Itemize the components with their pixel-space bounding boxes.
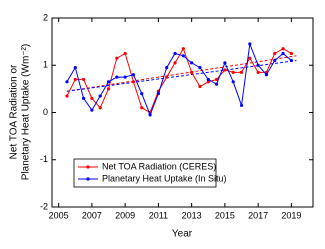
- legend-label: Net TOA Radiation (CERES): [102, 161, 216, 171]
- data-point: [190, 70, 194, 74]
- data-point: [131, 80, 136, 84]
- data-point: [231, 80, 235, 84]
- data-point: [214, 82, 219, 86]
- data-point: [140, 92, 144, 96]
- data-point: [81, 77, 86, 82]
- data-point: [264, 73, 269, 77]
- data-point: [140, 106, 144, 110]
- data-point: [156, 92, 160, 96]
- data-point: [181, 47, 185, 51]
- data-point: [198, 66, 202, 70]
- data-point: [181, 54, 185, 58]
- x-tick-label: 2019: [281, 210, 301, 220]
- data-point: [289, 58, 293, 63]
- data-point: [256, 70, 260, 74]
- data-point: [214, 77, 219, 82]
- x-tick-label: 2011: [149, 210, 168, 220]
- x-axis-label: Year: [172, 229, 193, 240]
- legend-marker: [86, 165, 90, 169]
- y-tick-label: -2: [40, 201, 48, 211]
- data-point: [173, 51, 177, 56]
- x-tick-label: 2009: [115, 210, 135, 220]
- data-point: [90, 108, 94, 112]
- legend-marker: [86, 177, 90, 181]
- data-point: [98, 94, 102, 98]
- data-point: [198, 84, 202, 89]
- y-tick-label: -1: [40, 154, 48, 164]
- data-point: [81, 96, 86, 100]
- data-point: [173, 61, 177, 65]
- data-point: [223, 61, 227, 65]
- data-point: [165, 66, 169, 70]
- data-point: [239, 103, 244, 108]
- data-point: [248, 42, 252, 46]
- data-point: [73, 66, 77, 70]
- y-tick-label: 1: [43, 60, 48, 70]
- data-point: [115, 56, 119, 60]
- data-point: [106, 80, 111, 84]
- x-tick-label: 2005: [49, 210, 69, 220]
- series-line: [66, 42, 292, 117]
- data-point: [248, 56, 252, 60]
- data-point: [239, 70, 244, 74]
- data-point: [281, 51, 285, 56]
- data-point: [90, 96, 94, 100]
- data-point: [223, 68, 227, 72]
- data-point: [65, 80, 69, 84]
- x-tick-label: 2017: [248, 210, 268, 220]
- data-point: [289, 51, 293, 56]
- data-point: [165, 75, 169, 79]
- x-tick-label: 2015: [215, 210, 235, 220]
- y-axis-label: Net TOA Radiation or: [9, 64, 20, 159]
- legend-label: Planetary Heat Uptake (In Situ): [102, 173, 227, 183]
- data-point: [206, 77, 210, 82]
- data-point: [123, 51, 127, 56]
- data-point: [273, 58, 277, 63]
- data-point: [73, 77, 77, 82]
- trend-line: [66, 55, 297, 92]
- y-tick-label: 2: [43, 12, 48, 22]
- data-point: [256, 63, 260, 67]
- trend-line: [66, 60, 297, 92]
- x-tick-label: 2013: [182, 210, 202, 220]
- data-point: [65, 94, 69, 98]
- data-point: [131, 73, 136, 77]
- data-point: [115, 75, 119, 79]
- data-point: [281, 47, 285, 51]
- data-point: [273, 51, 277, 56]
- legend-box: [73, 158, 217, 188]
- series-line: [66, 47, 292, 114]
- data-point: [123, 75, 127, 79]
- data-point: [98, 106, 102, 110]
- data-point: [190, 61, 194, 65]
- y-axis-label: Planetary Heat Uptake (Wm⁻²): [21, 44, 32, 180]
- data-point: [106, 87, 111, 91]
- x-tick-label: 2007: [82, 210, 102, 220]
- data-point: [231, 70, 235, 74]
- y-tick-label: 0: [43, 107, 48, 117]
- data-point: [148, 113, 152, 117]
- data-point: [206, 80, 210, 84]
